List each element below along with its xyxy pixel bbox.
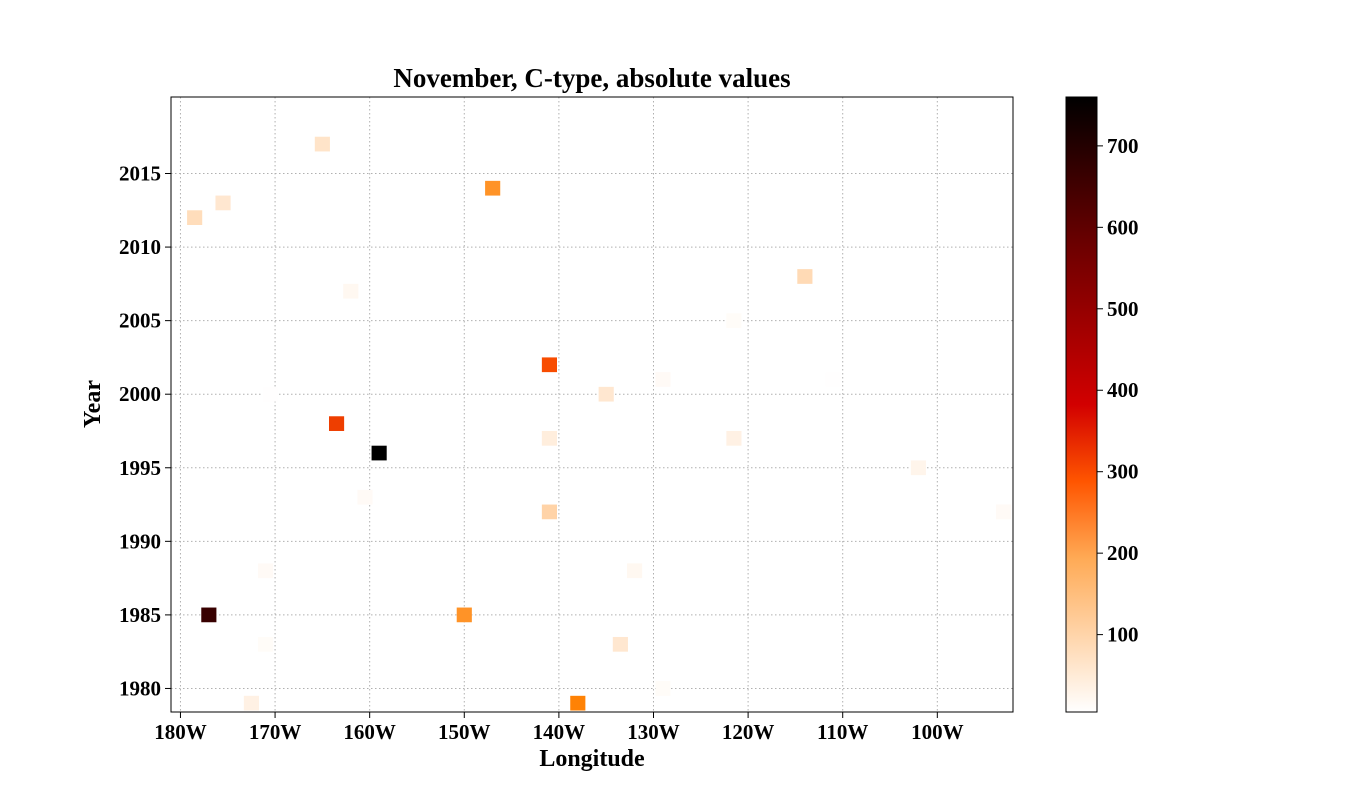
plot-area-frame [170, 96, 1014, 713]
y-tick-label: 1985 [119, 603, 161, 627]
colorbar-tick-label: 500 [1107, 297, 1139, 321]
y-axis-label: Year [80, 380, 106, 428]
y-tick-label: 2010 [119, 235, 161, 259]
heatmap-cell [655, 681, 671, 696]
colorbar-tick-label: 700 [1107, 134, 1139, 158]
colorbar-tick-label: 200 [1107, 541, 1139, 565]
heatmap-cell [726, 313, 742, 328]
x-tick-label: 130W [627, 720, 680, 744]
heatmap-cells [187, 136, 1012, 711]
heatmap-cell [995, 504, 1012, 520]
heatmap-cell [570, 695, 586, 711]
chart-title: November, C-type, absolute values [393, 63, 790, 93]
heatmap-cell [541, 430, 557, 446]
y-tick-label: 1990 [119, 529, 161, 553]
heatmap-cell [825, 372, 841, 387]
heatmap-cell [910, 460, 926, 476]
x-axis-label: Longitude [539, 746, 645, 772]
x-tick-label: 170W [249, 720, 302, 744]
heatmap-cell [357, 489, 373, 505]
heatmap-cell [243, 695, 259, 711]
heatmap-cell [258, 563, 274, 579]
colorbar-ticks: 100 200 300 400 500 600 700 [1097, 134, 1139, 647]
x-tick-label: 140W [533, 720, 586, 744]
colorbar-tick-label: 300 [1107, 460, 1139, 484]
x-tick-label: 120W [722, 720, 775, 744]
heatmap-cell [456, 607, 472, 623]
heatmap-cell [541, 357, 557, 373]
heatmap-cell [328, 416, 345, 431]
y-tick-label: 1995 [119, 456, 161, 480]
heatmap-cell [262, 386, 278, 402]
heatmap-cell [627, 563, 643, 579]
heatmap-cell [215, 195, 231, 211]
x-tick-label: 100W [911, 720, 964, 744]
y-axis-ticks: 1980 1985 1990 1995 2000 2005 2010 2015 [119, 162, 171, 700]
x-tick-label: 110W [817, 720, 868, 744]
heatmap-cell [201, 607, 217, 623]
heatmap-cell [371, 445, 387, 461]
heatmap-cell [541, 504, 557, 520]
heatmap-cell [258, 636, 274, 652]
heatmap-cell [655, 372, 671, 387]
y-tick-label: 2000 [119, 382, 161, 406]
x-tick-label: 160W [343, 720, 396, 744]
x-tick-label: 150W [438, 720, 491, 744]
heatmap-cell [726, 430, 742, 446]
heatmap-cell [797, 269, 813, 284]
grid-lines [171, 97, 1013, 712]
y-tick-label: 1980 [119, 676, 161, 700]
colorbar [1065, 96, 1098, 713]
y-tick-label: 2015 [119, 162, 161, 186]
x-tick-label: 180W [154, 720, 207, 744]
colorbar-tick-label: 100 [1107, 623, 1139, 647]
heatmap-cell [485, 180, 501, 196]
heatmap-cell [612, 636, 628, 652]
colorbar-tick-label: 400 [1107, 378, 1139, 402]
heatmap-cell [187, 210, 203, 226]
x-axis-ticks: 180W 170W 160W 150W 140W 130W 120W 110W 100W [154, 712, 964, 744]
heatmap-cell [343, 283, 359, 299]
y-tick-label: 2005 [119, 309, 161, 333]
colorbar-tick-label: 600 [1107, 215, 1139, 239]
heatmap-cell [598, 386, 614, 402]
heatmap-cell [314, 136, 330, 152]
